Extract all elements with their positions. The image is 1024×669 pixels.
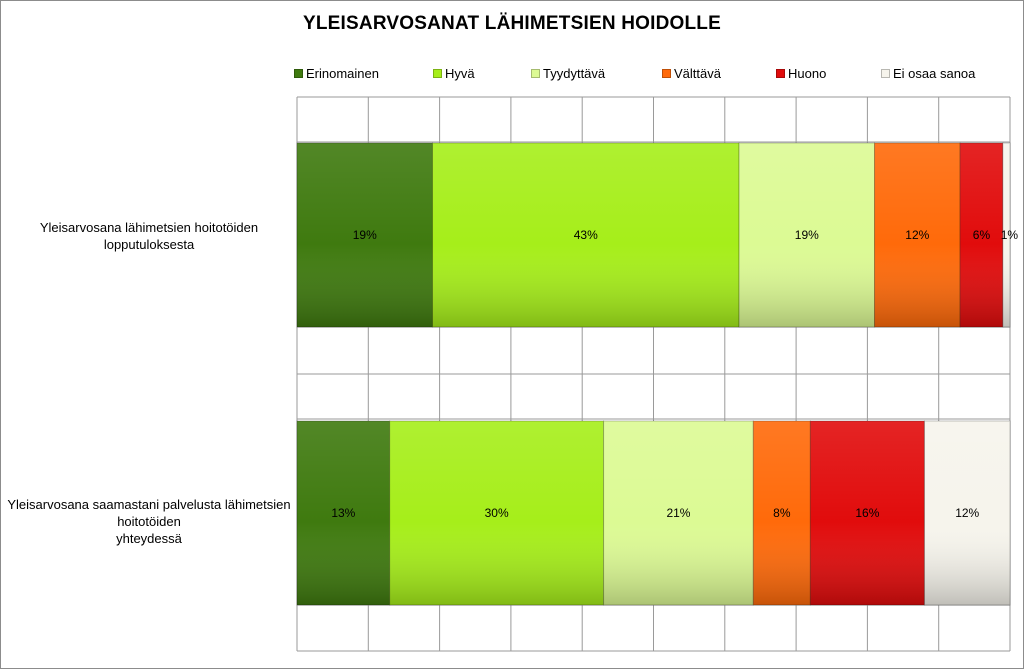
legend-item: Välttävä <box>662 66 721 81</box>
legend-label: Erinomainen <box>306 66 379 81</box>
bar-segment-shading <box>874 143 961 327</box>
bar-segment-shading <box>603 421 754 605</box>
data-label: 12% <box>905 228 929 242</box>
data-label: 19% <box>795 228 819 242</box>
legend-item: Huono <box>776 66 826 81</box>
data-label: 13% <box>331 506 355 520</box>
legend-label: Ei osaa sanoa <box>893 66 976 81</box>
data-label: 19% <box>353 228 377 242</box>
bar-segment-shading <box>1002 143 1010 327</box>
data-label: 30% <box>485 506 509 520</box>
legend-swatch <box>294 69 303 78</box>
legend-swatch <box>531 69 540 78</box>
data-label: 43% <box>574 228 598 242</box>
bar-segment-shading <box>739 143 875 327</box>
legend-item: Hyvä <box>433 66 475 81</box>
legend-swatch <box>881 69 890 78</box>
data-label: 6% <box>973 228 991 242</box>
legend-label: Huono <box>788 66 827 81</box>
legend-item: Erinomainen <box>294 66 379 81</box>
bar-segment-shading <box>810 421 925 605</box>
bar-segment-shading <box>753 421 811 605</box>
bar-segment-shading <box>297 421 390 605</box>
legend-swatch <box>433 69 442 78</box>
data-label: 8% <box>773 506 791 520</box>
data-label: 12% <box>955 506 979 520</box>
bar-segment-shading <box>960 143 1003 327</box>
legend-label: Hyvä <box>445 66 475 81</box>
bar-segment-shading <box>924 421 1010 605</box>
chart-title: YLEISARVOSANAT LÄHIMETSIEN HOIDOLLE <box>303 13 721 34</box>
legend-swatch <box>776 69 785 78</box>
category-label: Yleisarvosana lähimetsien hoitotöiden lo… <box>39 220 259 252</box>
bar-segment-shading <box>389 421 604 605</box>
data-label: 21% <box>666 506 690 520</box>
bar-segment-shading <box>297 143 433 327</box>
category-label: Yleisarvosana saamastani palvelusta lähi… <box>7 497 291 546</box>
data-label: 16% <box>855 506 879 520</box>
legend-swatch <box>662 69 671 78</box>
legend-label: Välttävä <box>674 66 721 81</box>
bar-segment-shading <box>432 143 740 327</box>
data-label: 1% <box>1001 228 1019 242</box>
legend-item: Tyydyttävä <box>531 66 605 81</box>
legend-item: Ei osaa sanoa <box>881 66 975 81</box>
legend-label: Tyydyttävä <box>543 66 606 81</box>
chart-legend: Erinomainen Hyvä Tyydyttävä Välttävä Huono Ei… <box>294 66 994 86</box>
